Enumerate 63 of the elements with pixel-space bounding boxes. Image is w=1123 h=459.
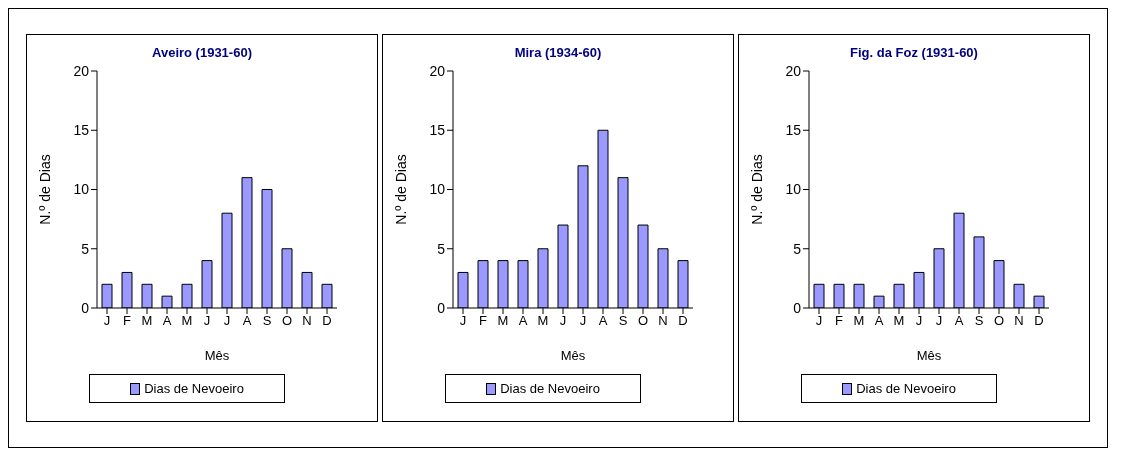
- x-tick-label: J: [223, 313, 231, 329]
- y-tick-label: 0: [793, 299, 802, 316]
- y-tick-label: 5: [793, 240, 802, 257]
- x-axis-title: Mês: [204, 348, 230, 363]
- x-tick-label: A: [954, 313, 964, 329]
- x-tick-label: J: [915, 313, 923, 329]
- x-tick-label: M: [181, 313, 193, 329]
- x-tick-label: F: [123, 313, 132, 329]
- x-tick-label: A: [242, 313, 252, 329]
- x-tick-label: J: [579, 313, 587, 329]
- x-tick-label: A: [518, 313, 528, 329]
- y-tick-label: 20: [73, 62, 90, 79]
- x-tick-label: O: [281, 313, 293, 329]
- x-tick-label: M: [853, 313, 865, 329]
- x-tick-label: A: [874, 313, 884, 329]
- y-tick-label: 10: [785, 181, 802, 198]
- y-tick-label: 10: [73, 181, 90, 198]
- x-tick-label: O: [993, 313, 1005, 329]
- x-axis-title: Mês: [916, 348, 942, 363]
- x-tick-label: J: [559, 313, 567, 329]
- x-tick-label: M: [497, 313, 509, 329]
- x-tick-label: M: [537, 313, 549, 329]
- y-tick-label: 0: [437, 299, 446, 316]
- x-tick-label: A: [598, 313, 608, 329]
- x-tick-label: N: [1014, 313, 1024, 329]
- x-tick-label: M: [893, 313, 905, 329]
- x-tick-label: S: [262, 313, 272, 329]
- x-tick-label: D: [1034, 313, 1044, 329]
- x-tick-label: A: [162, 313, 172, 329]
- chart-title: Aveiro (1931-60): [151, 45, 253, 62]
- y-axis-title: N.º de Dias: [392, 154, 409, 225]
- y-tick-label: 15: [785, 122, 802, 139]
- x-tick-label: O: [637, 313, 649, 329]
- x-tick-label: J: [459, 313, 467, 329]
- x-tick-label: D: [322, 313, 332, 329]
- y-axis-title: N.º de Dias: [748, 154, 765, 225]
- x-tick-label: J: [935, 313, 943, 329]
- y-tick-label: 0: [81, 299, 90, 316]
- x-tick-label: S: [618, 313, 628, 329]
- x-tick-label: N: [658, 313, 668, 329]
- y-axis-title: N.º de Dias: [36, 154, 53, 225]
- legend-label: Dias de Nevoeiro: [855, 381, 956, 396]
- y-tick-label: 20: [785, 62, 802, 79]
- y-tick-label: 15: [429, 122, 446, 139]
- y-tick-label: 15: [73, 122, 90, 139]
- x-tick-label: F: [835, 313, 844, 329]
- x-tick-label: S: [974, 313, 984, 329]
- y-tick-label: 10: [429, 181, 446, 198]
- x-axis-title: Mês: [560, 348, 586, 363]
- y-tick-label: 5: [437, 240, 446, 257]
- legend-label: Dias de Nevoeiro: [143, 381, 244, 396]
- y-tick-label: 5: [81, 240, 90, 257]
- x-tick-label: J: [103, 313, 111, 329]
- x-tick-label: J: [203, 313, 211, 329]
- x-tick-label: F: [479, 313, 488, 329]
- chart-title: Mira (1934-60): [513, 45, 603, 62]
- y-tick-label: 20: [429, 62, 446, 79]
- x-tick-label: D: [678, 313, 688, 329]
- x-tick-label: N: [302, 313, 312, 329]
- x-tick-label: M: [141, 313, 153, 329]
- legend-label: Dias de Nevoeiro: [499, 381, 600, 396]
- x-tick-label: J: [815, 313, 823, 329]
- chart-title: Fig. da Foz (1931-60): [849, 45, 979, 62]
